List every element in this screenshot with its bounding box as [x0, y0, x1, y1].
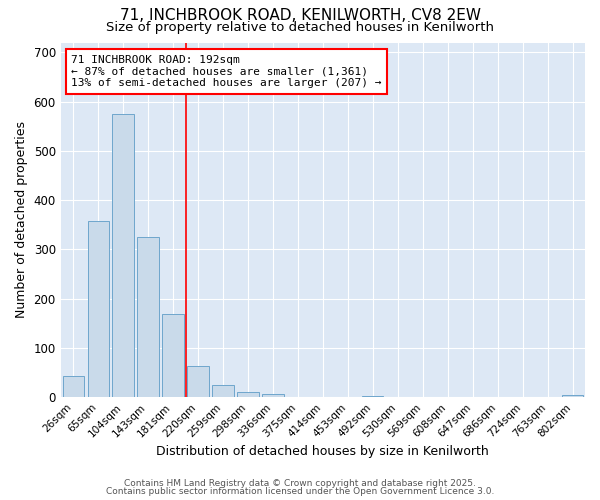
- Text: 71, INCHBROOK ROAD, KENILWORTH, CV8 2EW: 71, INCHBROOK ROAD, KENILWORTH, CV8 2EW: [119, 8, 481, 22]
- Bar: [62, 376, 84, 397]
- Bar: [88, 222, 109, 397]
- Text: Contains HM Land Registry data © Crown copyright and database right 2025.: Contains HM Land Registry data © Crown c…: [124, 478, 476, 488]
- Text: Size of property relative to detached houses in Kenilworth: Size of property relative to detached ho…: [106, 21, 494, 34]
- X-axis label: Distribution of detached houses by size in Kenilworth: Distribution of detached houses by size …: [157, 444, 489, 458]
- Y-axis label: Number of detached properties: Number of detached properties: [15, 122, 28, 318]
- Bar: [212, 385, 233, 397]
- Bar: [137, 237, 158, 397]
- Text: Contains public sector information licensed under the Open Government Licence 3.: Contains public sector information licen…: [106, 487, 494, 496]
- Bar: [238, 392, 259, 397]
- Bar: [362, 396, 383, 397]
- Bar: [163, 314, 184, 397]
- Bar: [562, 395, 583, 397]
- Bar: [112, 114, 134, 397]
- Bar: [262, 394, 284, 397]
- Bar: [187, 366, 209, 397]
- Text: 71 INCHBROOK ROAD: 192sqm
← 87% of detached houses are smaller (1,361)
13% of se: 71 INCHBROOK ROAD: 192sqm ← 87% of detac…: [71, 55, 382, 88]
